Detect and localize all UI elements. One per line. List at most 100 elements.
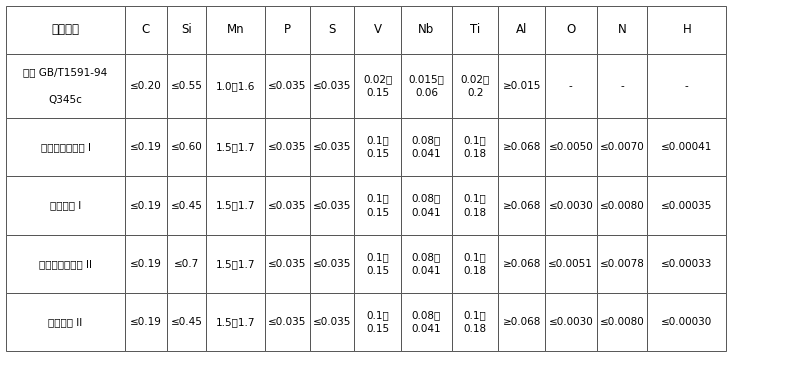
Text: ≤0.19: ≤0.19 (130, 200, 162, 211)
Text: 0.1～
0.15: 0.1～ 0.15 (366, 135, 389, 159)
Bar (597, 6, 647, 54)
Bar (401, 6, 452, 54)
Text: ≤0.035: ≤0.035 (268, 200, 306, 211)
Text: ≥0.015: ≥0.015 (502, 81, 541, 91)
Bar (647, 6, 726, 54)
Bar (265, 293, 310, 351)
Bar (310, 293, 354, 351)
Bar (647, 235, 726, 293)
Bar (206, 54, 265, 118)
Text: 0.015～
0.06: 0.015～ 0.06 (409, 74, 444, 98)
Bar (498, 293, 545, 351)
Text: V: V (374, 23, 382, 36)
Text: ≤0.035: ≤0.035 (313, 200, 351, 211)
Text: 电弧炉精炼电极 II: 电弧炉精炼电极 II (39, 259, 92, 269)
Bar (498, 176, 545, 235)
Text: ≥0.068: ≥0.068 (502, 317, 541, 327)
Bar (597, 235, 647, 293)
Text: 1.5～1.7: 1.5～1.7 (215, 259, 255, 269)
Text: 0.1～
0.18: 0.1～ 0.18 (464, 135, 486, 159)
Text: ≤0.035: ≤0.035 (268, 317, 306, 327)
Text: ≤0.19: ≤0.19 (130, 259, 162, 269)
Text: ≤0.035: ≤0.035 (268, 259, 306, 269)
Text: ≤0.0051: ≤0.0051 (548, 259, 594, 269)
Text: H: H (682, 23, 691, 36)
Text: 0.02～
0.2: 0.02～ 0.2 (461, 74, 490, 98)
Bar (597, 54, 647, 118)
Bar (206, 293, 265, 351)
Bar (597, 118, 647, 176)
Text: ≤0.0070: ≤0.0070 (600, 142, 644, 152)
Bar (125, 235, 167, 293)
Text: Al: Al (516, 23, 527, 36)
Text: 0.1～
0.15: 0.1～ 0.15 (366, 193, 389, 218)
Bar (6, 176, 125, 235)
Bar (265, 54, 310, 118)
Text: ≤0.0080: ≤0.0080 (600, 200, 644, 211)
Text: ≤0.00041: ≤0.00041 (661, 142, 713, 152)
Text: ≤0.035: ≤0.035 (313, 81, 351, 91)
Text: 0.08～
0.041: 0.08～ 0.041 (411, 135, 442, 159)
Text: 0.08～
0.041: 0.08～ 0.041 (411, 193, 442, 218)
Text: P: P (284, 23, 290, 36)
Text: ≤0.0078: ≤0.0078 (599, 259, 645, 269)
Bar (125, 54, 167, 118)
Text: -: - (685, 81, 689, 91)
Bar (647, 118, 726, 176)
Bar (167, 235, 206, 293)
Bar (265, 118, 310, 176)
Bar (167, 176, 206, 235)
Bar (647, 54, 726, 118)
Bar (6, 235, 125, 293)
Bar (125, 293, 167, 351)
Bar (125, 6, 167, 54)
Bar (597, 176, 647, 235)
Text: 0.1～
0.15: 0.1～ 0.15 (366, 252, 389, 276)
Bar (545, 6, 597, 54)
Bar (125, 176, 167, 235)
Bar (545, 118, 597, 176)
Text: Mn: Mn (226, 23, 244, 36)
Text: ≤0.035: ≤0.035 (313, 142, 351, 152)
Text: ≤0.035: ≤0.035 (268, 142, 306, 152)
Text: ≥0.068: ≥0.068 (502, 259, 541, 269)
Bar (167, 6, 206, 54)
Bar (401, 176, 452, 235)
Text: ≤0.00035: ≤0.00035 (661, 200, 713, 211)
Text: N: N (618, 23, 626, 36)
Text: 1.5～1.7: 1.5～1.7 (215, 200, 255, 211)
Bar (401, 54, 452, 118)
Text: 0.1～
0.18: 0.1～ 0.18 (464, 193, 486, 218)
Bar (206, 235, 265, 293)
Bar (354, 293, 401, 351)
Bar (498, 235, 545, 293)
Bar (647, 293, 726, 351)
Bar (265, 176, 310, 235)
Text: 1.5～1.7: 1.5～1.7 (215, 317, 255, 327)
Bar (354, 235, 401, 293)
Bar (452, 54, 498, 118)
Text: ≤0.7: ≤0.7 (174, 259, 199, 269)
Text: ≤0.0080: ≤0.0080 (600, 317, 644, 327)
Bar (167, 118, 206, 176)
Text: 精炼铸件 II: 精炼铸件 II (49, 317, 82, 327)
Text: 标准 GB/T1591-94

Q345c: 标准 GB/T1591-94 Q345c (23, 67, 108, 105)
Bar (401, 118, 452, 176)
Bar (6, 54, 125, 118)
Text: ≤0.0030: ≤0.0030 (549, 317, 593, 327)
Text: ≤0.00030: ≤0.00030 (661, 317, 713, 327)
Bar (310, 235, 354, 293)
Text: ≥0.068: ≥0.068 (502, 200, 541, 211)
Bar (354, 176, 401, 235)
Bar (597, 293, 647, 351)
Bar (310, 176, 354, 235)
Bar (6, 118, 125, 176)
Bar (401, 235, 452, 293)
Bar (452, 118, 498, 176)
Text: ≤0.20: ≤0.20 (130, 81, 162, 91)
Bar (545, 54, 597, 118)
Bar (452, 176, 498, 235)
Text: 0.1～
0.18: 0.1～ 0.18 (464, 252, 486, 276)
Text: ≤0.00033: ≤0.00033 (661, 259, 713, 269)
Text: C: C (142, 23, 150, 36)
